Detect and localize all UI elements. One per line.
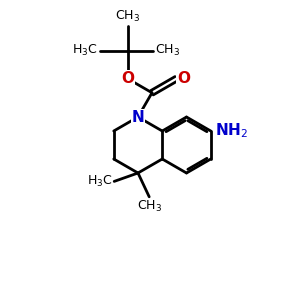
Text: CH$_3$: CH$_3$ [115,8,140,24]
Text: NH$_2$: NH$_2$ [215,122,248,140]
Text: O: O [177,71,190,86]
Text: O: O [121,71,134,86]
Text: CH$_3$: CH$_3$ [155,43,180,58]
Text: N: N [132,110,144,124]
Text: H$_3$C: H$_3$C [72,43,98,58]
Text: H$_3$C: H$_3$C [87,174,112,189]
Text: CH$_3$: CH$_3$ [136,199,162,214]
